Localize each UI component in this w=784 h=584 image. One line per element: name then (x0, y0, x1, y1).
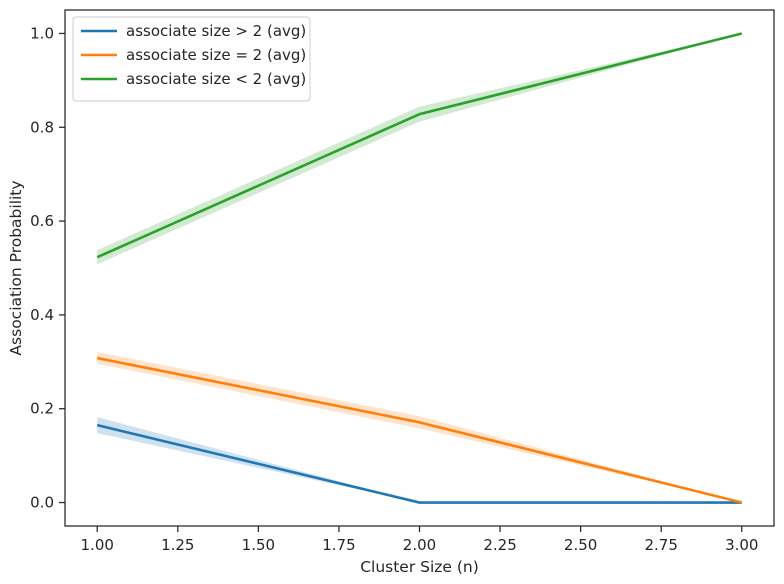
x-tick-label: 1.75 (322, 536, 355, 554)
y-tick-label: 0.6 (30, 212, 54, 230)
legend-label: associate size = 2 (avg) (126, 46, 306, 64)
y-axis: 0.0 0.2 0.4 0.6 0.8 1.0 (30, 24, 65, 512)
x-tick-label: 2.75 (645, 536, 678, 554)
y-tick-label: 0.0 (30, 494, 54, 512)
series-1-line (96, 356, 743, 504)
x-tick-label: 3.00 (725, 536, 758, 554)
x-tick-label: 1.50 (242, 536, 275, 554)
x-axis-label: Cluster Size (n) (360, 558, 479, 576)
x-tick-label: 2.50 (564, 536, 597, 554)
series-2-line (96, 32, 743, 259)
confidence-bands (97, 33, 742, 503)
x-tick-label: 2.00 (403, 536, 436, 554)
y-tick-label: 0.2 (30, 400, 54, 418)
series-0-line (96, 423, 742, 504)
legend-label: associate size > 2 (avg) (126, 22, 306, 40)
x-tick-label: 1.00 (81, 536, 114, 554)
y-tick-label: 1.0 (30, 24, 54, 42)
series-0-confidence-band (97, 417, 742, 503)
y-axis-label: Association Probability (7, 180, 25, 355)
legend-box (72, 16, 311, 102)
series-lines (96, 32, 743, 504)
series-1-confidence-band (97, 351, 742, 503)
x-tick-label: 1.25 (161, 536, 194, 554)
x-axis: 1.00 1.25 1.50 1.75 2.00 2.25 2.50 2.75 3.00 (81, 526, 758, 554)
y-tick-label: 0.8 (30, 118, 54, 136)
x-tick-label: 2.25 (483, 536, 516, 554)
y-tick-label: 0.4 (30, 306, 54, 324)
legend: associate size > 2 (avg) associate size =… (72, 16, 311, 102)
legend-label: associate size < 2 (avg) (126, 70, 306, 88)
